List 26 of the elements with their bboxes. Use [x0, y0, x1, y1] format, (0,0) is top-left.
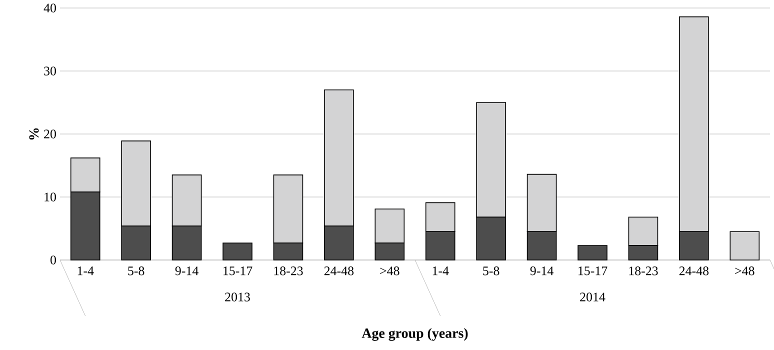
bar [730, 231, 760, 260]
x-tick-label: 9-14 [530, 266, 554, 276]
x-tick-label: 15-17 [224, 266, 252, 276]
x-tick-label: >48 [380, 266, 400, 276]
x-tick-label: 18-23 [629, 266, 658, 276]
x-tick-label: 5-8 [128, 266, 144, 276]
x-tick-label: 1-4 [78, 266, 94, 276]
y-tick-label: 10 [44, 192, 56, 202]
bar [222, 242, 252, 260]
x-tick-label: 24-48 [324, 266, 354, 276]
x-tick-label: 18-23 [274, 266, 303, 276]
x-axis-title: Age group (years) [362, 328, 468, 341]
y-tick-label: 20 [44, 130, 56, 138]
x-tick-label: >48 [735, 266, 754, 276]
x-tick-label: 1-4 [432, 266, 449, 276]
y-tick-label: 0 [50, 256, 56, 264]
x-tick-label: 24-48 [679, 266, 709, 276]
x-tick-label: 9-14 [175, 266, 198, 276]
text: 2014 [580, 292, 606, 302]
y-tick-label: 30 [44, 66, 56, 76]
x-tick-label: 5-8 [483, 266, 500, 276]
text: 2013 [225, 292, 250, 302]
y-tick-label: 40 [44, 4, 56, 12]
x-tick-label: 15-17 [578, 266, 608, 276]
bar [578, 245, 608, 260]
y-axis-title: % [29, 128, 39, 140]
